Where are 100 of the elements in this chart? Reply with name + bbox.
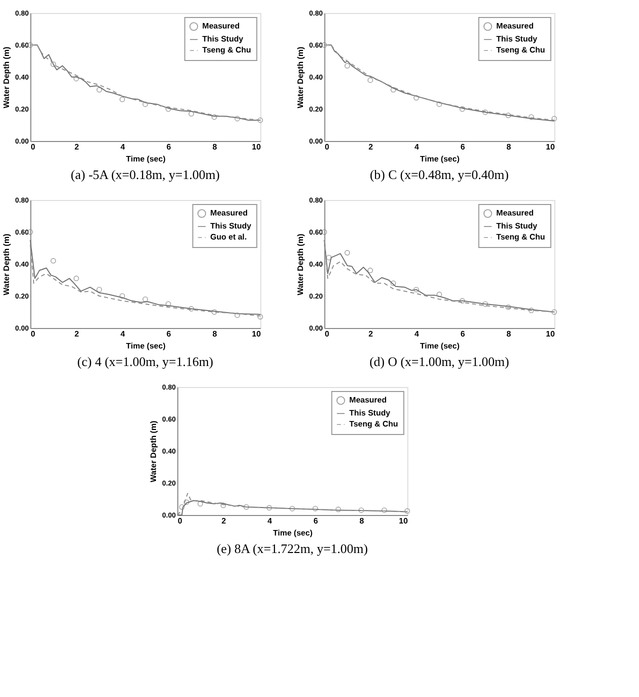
text: (d) O (x=1.00m, y=1.00m)	[369, 354, 510, 369]
point	[234, 312, 240, 318]
legend-label: Tseng & Chu	[496, 46, 546, 54]
x-tick-label: 8	[506, 142, 512, 152]
x-tick-label: 2	[222, 516, 227, 526]
point	[244, 504, 250, 510]
legend-label: Measured	[349, 396, 387, 404]
point	[552, 116, 558, 122]
legend-label: Measured	[210, 208, 248, 218]
x-tick-label: 2	[368, 330, 374, 338]
x-tick-label: 10	[398, 516, 408, 526]
text: (a) -5A (x=0.18m, y=1.00m)	[70, 167, 220, 182]
x-tick-label: 0	[324, 330, 330, 338]
point	[220, 502, 226, 508]
x-tick-label: 10	[252, 330, 262, 338]
point	[506, 304, 512, 310]
x-tick-label: 6	[166, 330, 172, 338]
point	[312, 506, 318, 512]
x-tick-label: 2	[368, 142, 374, 152]
point	[142, 296, 148, 302]
point	[184, 499, 190, 505]
point	[290, 506, 296, 512]
point	[404, 508, 410, 514]
point	[142, 101, 148, 107]
x-tick-label: 4	[268, 516, 273, 526]
legend-label: Tseng & Chu	[202, 46, 252, 54]
point	[460, 106, 466, 112]
legend-label: Measured	[496, 208, 534, 218]
legend-label: Tseng & Chu	[496, 232, 546, 242]
x-tick-label: 4	[414, 142, 420, 152]
x-tick-label: 0	[30, 142, 36, 152]
point	[414, 286, 420, 292]
x-tick-label: 2	[74, 330, 80, 338]
y-axis-title: Water Depth (m)	[296, 233, 306, 296]
x-tick-label: 6	[314, 516, 319, 526]
point	[390, 87, 396, 93]
x-tick-label: 0	[30, 330, 36, 338]
point	[358, 507, 364, 513]
y-axis-title: Water Depth (m)	[2, 46, 12, 108]
legend-label: Measured	[202, 22, 240, 30]
x-axis-title: Time (sec)	[273, 528, 313, 538]
legend-label: This Study	[210, 222, 252, 230]
point	[436, 101, 442, 107]
x-tick-label: 8	[212, 330, 218, 338]
point	[188, 306, 194, 312]
point	[188, 111, 194, 117]
point	[460, 298, 466, 304]
point	[368, 77, 374, 83]
x-tick-label: 4	[120, 142, 126, 152]
legend-label: This Study	[349, 408, 391, 418]
text: (c) 4 (x=1.00m, y=1.16m)	[77, 354, 214, 369]
point	[74, 76, 80, 82]
point	[96, 286, 102, 292]
point	[368, 268, 374, 274]
point	[382, 507, 388, 513]
x-tick-label: 10	[252, 142, 262, 152]
point	[74, 276, 80, 282]
legend-label: This Study	[202, 34, 244, 44]
x-tick-label: 6	[460, 330, 466, 338]
point	[414, 95, 420, 101]
point	[482, 301, 488, 307]
point	[528, 114, 534, 120]
point	[552, 309, 558, 315]
point	[179, 504, 185, 510]
legend-label: Guo et al.	[210, 232, 247, 242]
x-axis-title: Time (sec)	[420, 154, 460, 164]
x-axis-title: Time (sec)	[126, 342, 166, 350]
legend-label: Measured	[496, 22, 534, 30]
x-axis-title: Time (sec)	[420, 342, 460, 350]
point	[212, 114, 218, 120]
point	[344, 63, 350, 69]
point	[120, 96, 126, 102]
point	[50, 258, 56, 264]
point	[506, 112, 512, 118]
x-axis-title: Time (sec)	[126, 154, 166, 164]
x-tick-label: 8	[506, 330, 512, 338]
x-tick-label: 8	[212, 142, 218, 152]
y-axis-title: Water Depth (m)	[296, 46, 306, 108]
x-tick-label: 0	[324, 142, 330, 152]
x-tick-label: 10	[546, 330, 556, 338]
point	[258, 117, 264, 123]
point	[326, 254, 332, 260]
point	[212, 309, 218, 315]
x-tick-label: 4	[120, 330, 126, 338]
text: (b) C (x=0.48m, y=0.40m)	[370, 167, 509, 182]
y-axis-title: Water Depth (m)	[149, 420, 158, 482]
point	[436, 292, 442, 298]
x-tick-label: 0	[178, 516, 183, 526]
x-tick-label: 10	[546, 142, 556, 152]
point	[234, 116, 240, 122]
point	[266, 505, 272, 511]
x-tick-label: 4	[414, 330, 420, 338]
point	[166, 301, 172, 307]
text: (e) 8A (x=1.722m, y=1.00m)	[216, 541, 368, 556]
point	[528, 308, 534, 314]
legend-label: This Study	[496, 34, 538, 44]
legend-label: This Study	[496, 222, 538, 230]
point	[50, 61, 56, 67]
y-axis-title: Water Depth (m)	[2, 233, 12, 296]
x-tick-label: 2	[74, 142, 80, 152]
